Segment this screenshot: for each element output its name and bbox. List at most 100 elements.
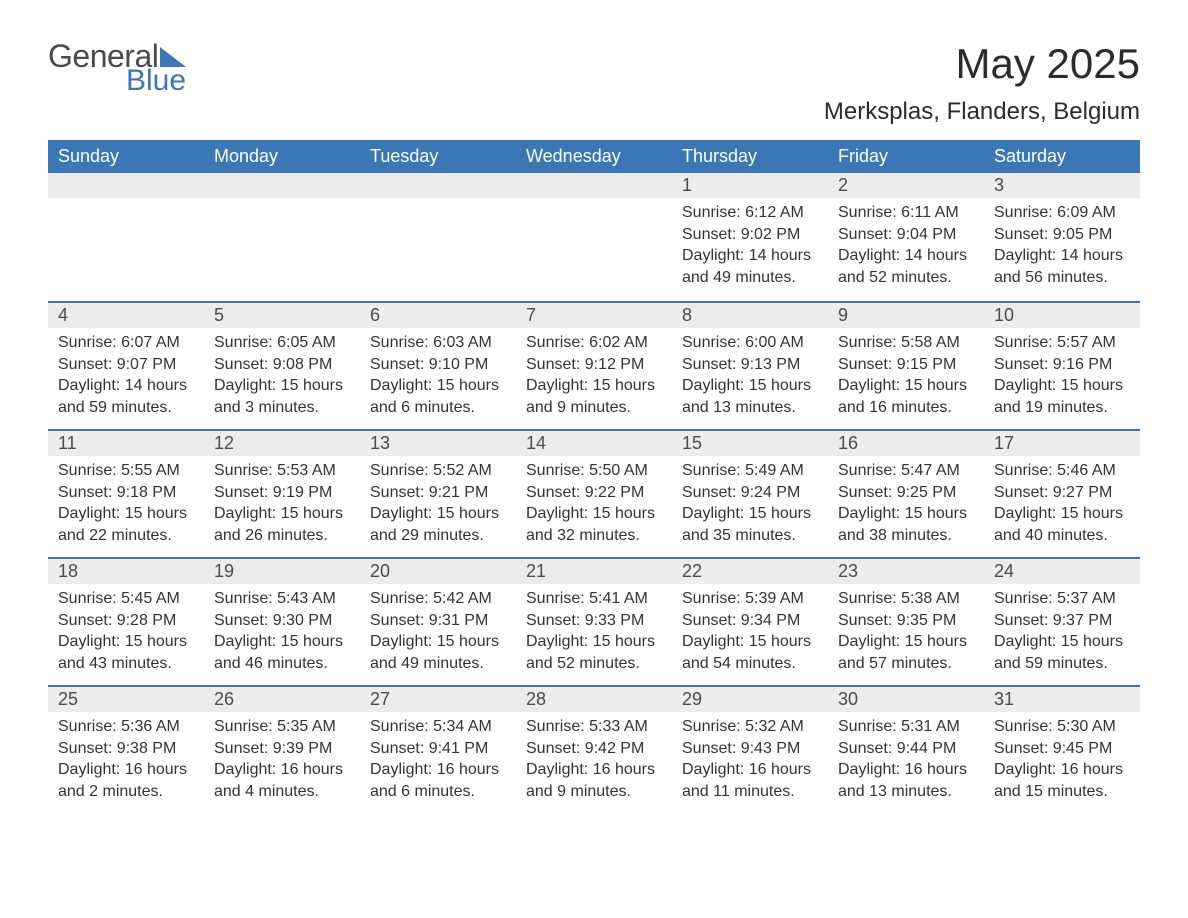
sunset-line: Sunset: 9:16 PM [994,354,1130,376]
day-number: 9 [828,301,984,328]
title-block: May 2025 Merksplas, Flanders, Belgium [824,40,1140,126]
daylight-line: Daylight: 14 hours and 52 minutes. [838,245,974,288]
calendar-week-row: 1Sunrise: 6:12 AMSunset: 9:02 PMDaylight… [48,173,1140,301]
calendar-day-cell: 19Sunrise: 5:43 AMSunset: 9:30 PMDayligh… [204,557,360,685]
day-number: 18 [48,557,204,584]
sunrise-line: Sunrise: 5:42 AM [370,588,506,610]
day-data: Sunrise: 6:00 AMSunset: 9:13 PMDaylight:… [672,328,828,426]
logo-word-blue: Blue [126,66,186,96]
daylight-line: Daylight: 16 hours and 15 minutes. [994,759,1130,802]
day-data: Sunrise: 5:47 AMSunset: 9:25 PMDaylight:… [828,456,984,554]
day-data: Sunrise: 5:41 AMSunset: 9:33 PMDaylight:… [516,584,672,682]
sunset-line: Sunset: 9:13 PM [682,354,818,376]
sunrise-line: Sunrise: 6:07 AM [58,332,194,354]
day-data: Sunrise: 5:32 AMSunset: 9:43 PMDaylight:… [672,712,828,810]
sunset-line: Sunset: 9:02 PM [682,224,818,246]
sunrise-line: Sunrise: 5:31 AM [838,716,974,738]
day-data: Sunrise: 6:09 AMSunset: 9:05 PMDaylight:… [984,198,1140,296]
day-number: 20 [360,557,516,584]
sunrise-line: Sunrise: 5:45 AM [58,588,194,610]
column-header: Wednesday [516,140,672,173]
sunset-line: Sunset: 9:41 PM [370,738,506,760]
calendar-day-cell: 6Sunrise: 6:03 AMSunset: 9:10 PMDaylight… [360,301,516,429]
sunrise-line: Sunrise: 5:53 AM [214,460,350,482]
sunset-line: Sunset: 9:34 PM [682,610,818,632]
day-data: Sunrise: 5:30 AMSunset: 9:45 PMDaylight:… [984,712,1140,810]
day-data: Sunrise: 5:35 AMSunset: 9:39 PMDaylight:… [204,712,360,810]
calendar-day-cell: 28Sunrise: 5:33 AMSunset: 9:42 PMDayligh… [516,685,672,813]
calendar-day-cell: 17Sunrise: 5:46 AMSunset: 9:27 PMDayligh… [984,429,1140,557]
calendar-day-cell: 9Sunrise: 5:58 AMSunset: 9:15 PMDaylight… [828,301,984,429]
sunset-line: Sunset: 9:19 PM [214,482,350,504]
calendar-day-cell: 8Sunrise: 6:00 AMSunset: 9:13 PMDaylight… [672,301,828,429]
day-data: Sunrise: 5:55 AMSunset: 9:18 PMDaylight:… [48,456,204,554]
day-number: 17 [984,429,1140,456]
calendar-day-cell: 31Sunrise: 5:30 AMSunset: 9:45 PMDayligh… [984,685,1140,813]
sunset-line: Sunset: 9:07 PM [58,354,194,376]
sunset-line: Sunset: 9:43 PM [682,738,818,760]
calendar-day-cell: 21Sunrise: 5:41 AMSunset: 9:33 PMDayligh… [516,557,672,685]
daylight-line: Daylight: 15 hours and 26 minutes. [214,503,350,546]
sunset-line: Sunset: 9:42 PM [526,738,662,760]
day-number-blank [516,173,672,198]
sunrise-line: Sunrise: 5:37 AM [994,588,1130,610]
daylight-line: Daylight: 16 hours and 6 minutes. [370,759,506,802]
sunrise-line: Sunrise: 5:30 AM [994,716,1130,738]
sunset-line: Sunset: 9:28 PM [58,610,194,632]
day-number: 6 [360,301,516,328]
day-number: 24 [984,557,1140,584]
calendar-day-cell: 15Sunrise: 5:49 AMSunset: 9:24 PMDayligh… [672,429,828,557]
day-data: Sunrise: 6:12 AMSunset: 9:02 PMDaylight:… [672,198,828,296]
calendar-day-cell: 7Sunrise: 6:02 AMSunset: 9:12 PMDaylight… [516,301,672,429]
daylight-line: Daylight: 16 hours and 4 minutes. [214,759,350,802]
day-data: Sunrise: 6:11 AMSunset: 9:04 PMDaylight:… [828,198,984,296]
daylight-line: Daylight: 15 hours and 49 minutes. [370,631,506,674]
day-number-blank [48,173,204,198]
day-data: Sunrise: 5:33 AMSunset: 9:42 PMDaylight:… [516,712,672,810]
day-data: Sunrise: 5:52 AMSunset: 9:21 PMDaylight:… [360,456,516,554]
day-number-blank [360,173,516,198]
day-data: Sunrise: 5:46 AMSunset: 9:27 PMDaylight:… [984,456,1140,554]
logo: General Blue [48,40,186,96]
daylight-line: Daylight: 15 hours and 29 minutes. [370,503,506,546]
day-number: 25 [48,685,204,712]
column-header: Tuesday [360,140,516,173]
daylight-line: Daylight: 15 hours and 19 minutes. [994,375,1130,418]
sunrise-line: Sunrise: 5:38 AM [838,588,974,610]
sunrise-line: Sunrise: 6:00 AM [682,332,818,354]
sunrise-line: Sunrise: 5:47 AM [838,460,974,482]
calendar-day-cell: 1Sunrise: 6:12 AMSunset: 9:02 PMDaylight… [672,173,828,301]
sunset-line: Sunset: 9:04 PM [838,224,974,246]
daylight-line: Daylight: 14 hours and 49 minutes. [682,245,818,288]
daylight-line: Daylight: 15 hours and 59 minutes. [994,631,1130,674]
sunrise-line: Sunrise: 5:39 AM [682,588,818,610]
calendar-day-cell: 18Sunrise: 5:45 AMSunset: 9:28 PMDayligh… [48,557,204,685]
sunset-line: Sunset: 9:33 PM [526,610,662,632]
sunset-line: Sunset: 9:24 PM [682,482,818,504]
calendar-day-cell [516,173,672,301]
sunset-line: Sunset: 9:21 PM [370,482,506,504]
sunrise-line: Sunrise: 5:50 AM [526,460,662,482]
calendar-day-cell: 2Sunrise: 6:11 AMSunset: 9:04 PMDaylight… [828,173,984,301]
sunrise-line: Sunrise: 5:36 AM [58,716,194,738]
day-number: 1 [672,173,828,198]
day-number: 3 [984,173,1140,198]
sunrise-line: Sunrise: 5:33 AM [526,716,662,738]
day-data: Sunrise: 5:38 AMSunset: 9:35 PMDaylight:… [828,584,984,682]
sunrise-line: Sunrise: 5:57 AM [994,332,1130,354]
daylight-line: Daylight: 15 hours and 6 minutes. [370,375,506,418]
daylight-line: Daylight: 15 hours and 13 minutes. [682,375,818,418]
daylight-line: Daylight: 15 hours and 3 minutes. [214,375,350,418]
month-title: May 2025 [824,40,1140,88]
sunset-line: Sunset: 9:22 PM [526,482,662,504]
daylight-line: Daylight: 15 hours and 22 minutes. [58,503,194,546]
calendar-day-cell: 25Sunrise: 5:36 AMSunset: 9:38 PMDayligh… [48,685,204,813]
daylight-line: Daylight: 15 hours and 40 minutes. [994,503,1130,546]
daylight-line: Daylight: 15 hours and 38 minutes. [838,503,974,546]
calendar-day-cell [48,173,204,301]
daylight-line: Daylight: 15 hours and 32 minutes. [526,503,662,546]
calendar-day-cell: 3Sunrise: 6:09 AMSunset: 9:05 PMDaylight… [984,173,1140,301]
sunset-line: Sunset: 9:39 PM [214,738,350,760]
day-number: 16 [828,429,984,456]
sunrise-line: Sunrise: 6:11 AM [838,202,974,224]
